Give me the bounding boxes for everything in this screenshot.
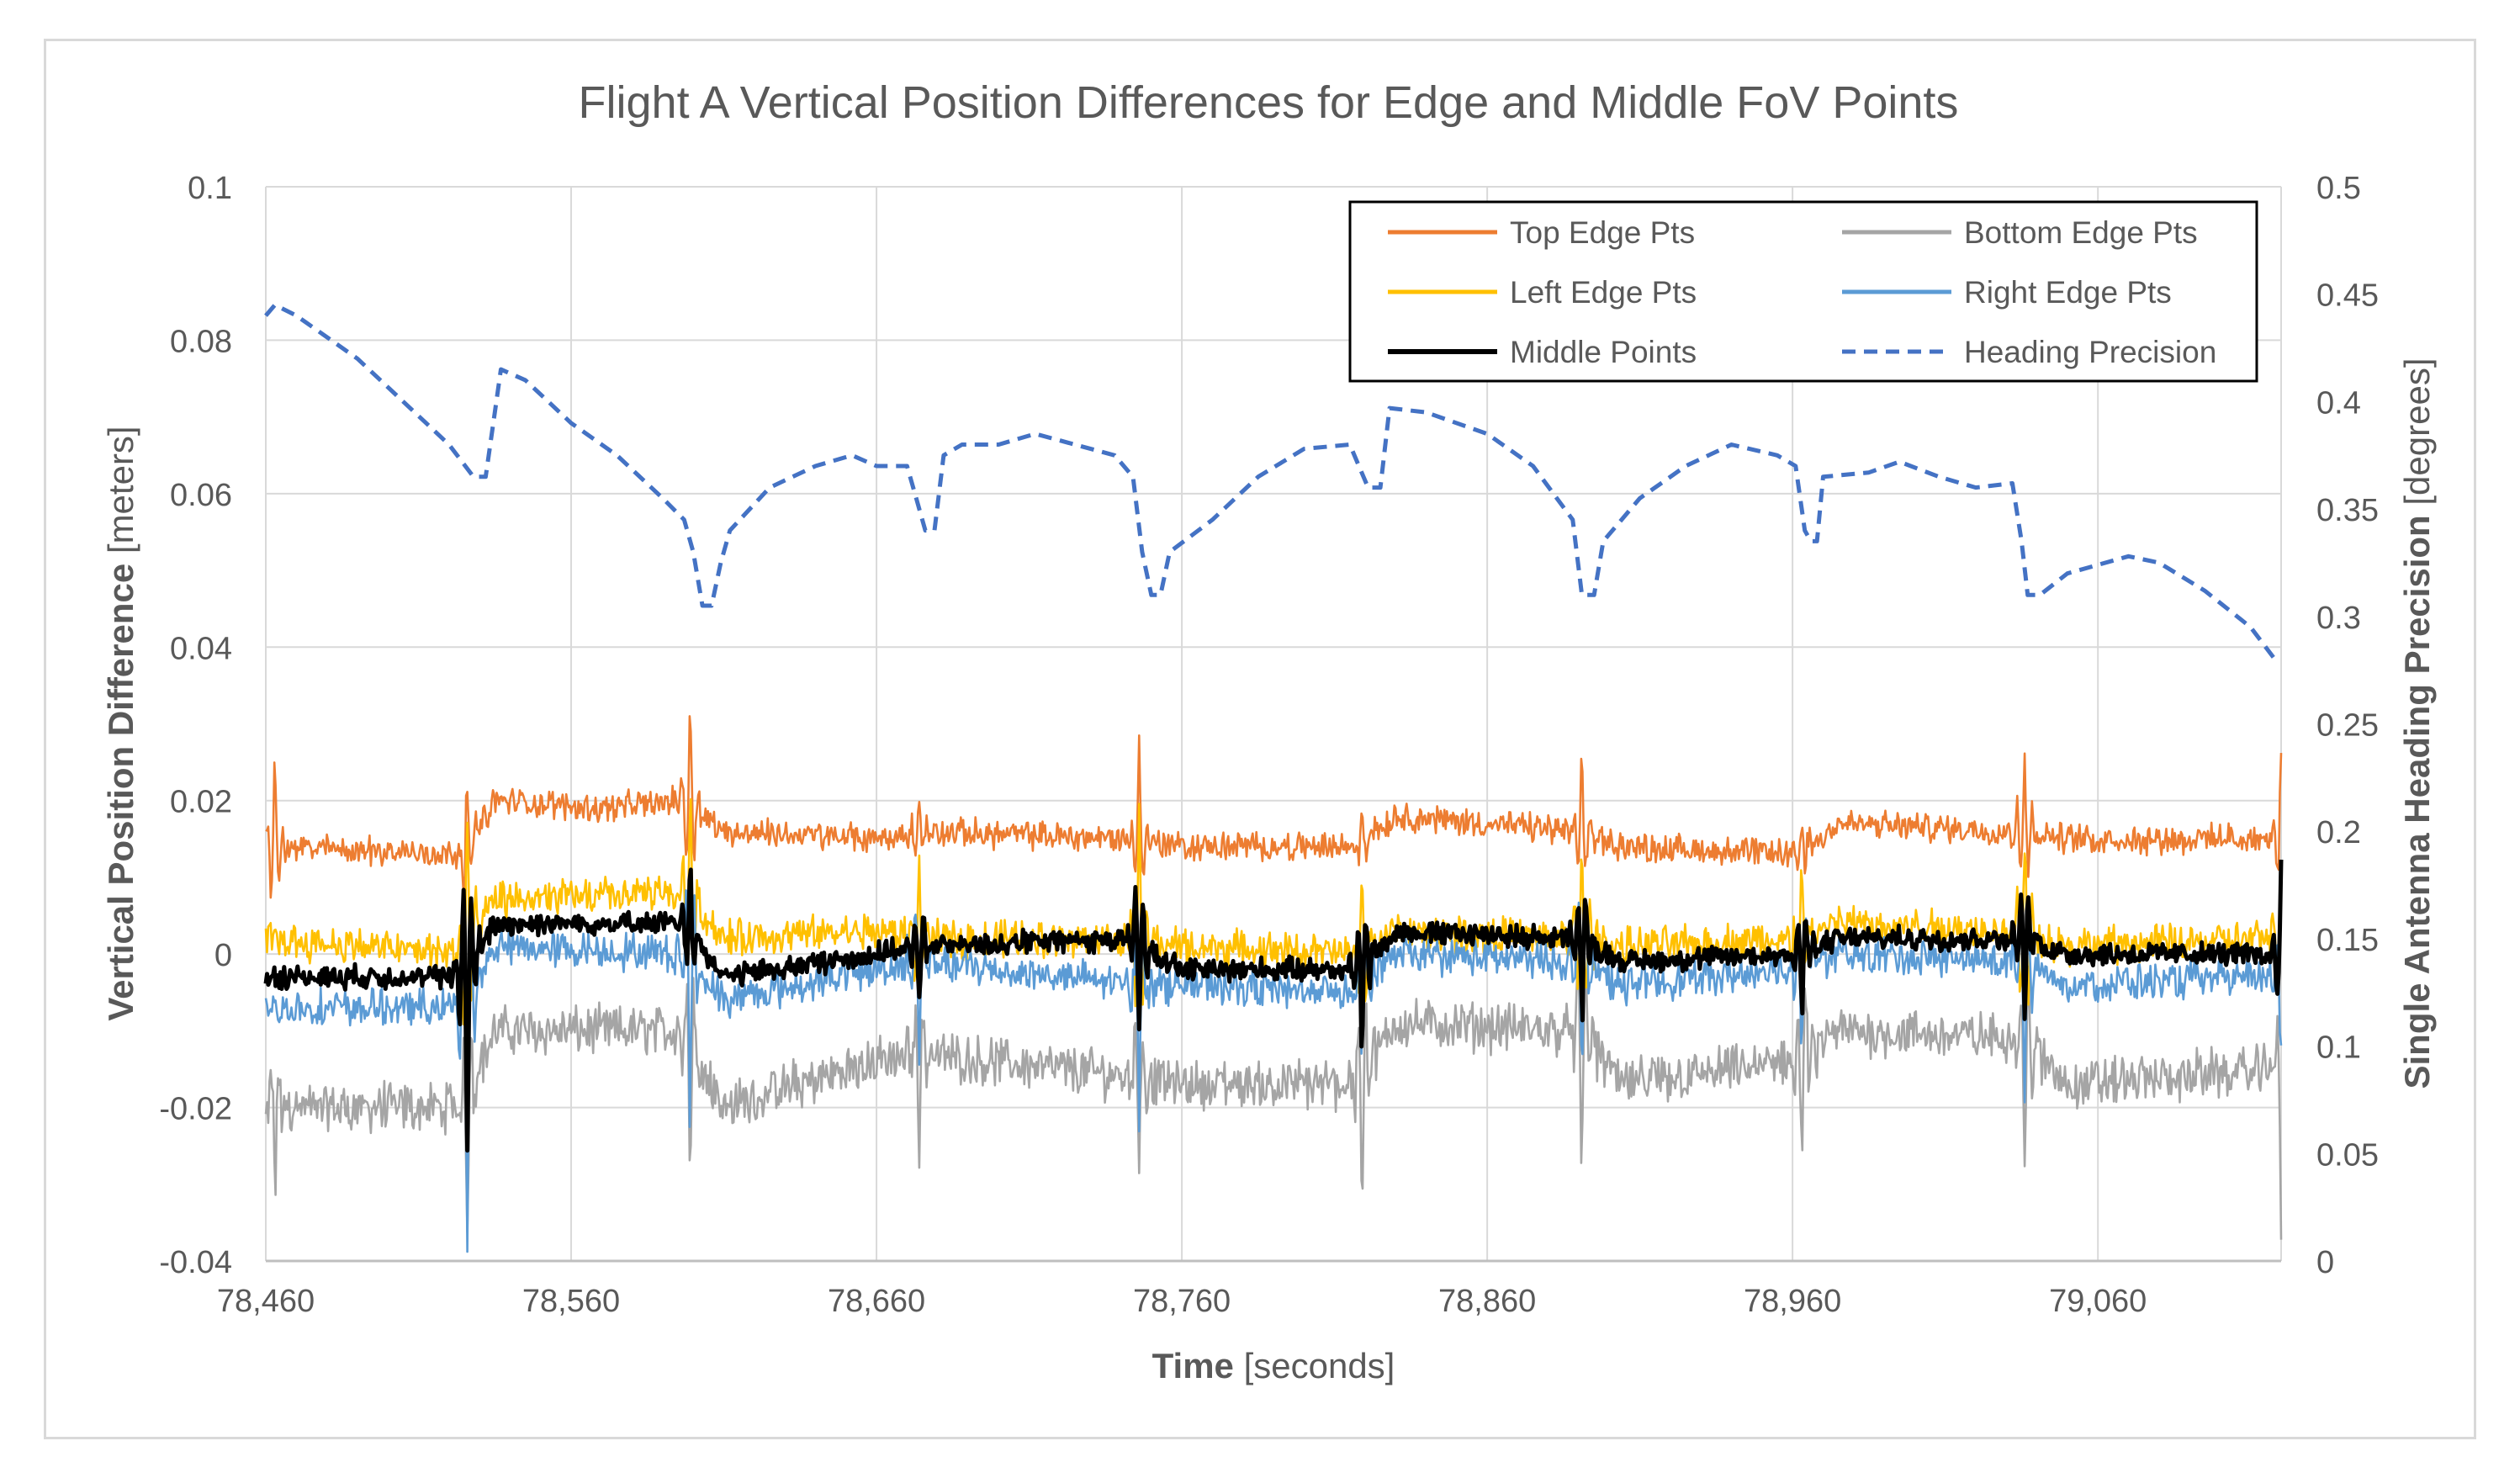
y2-axis-label-unit: [degrees] (2397, 358, 2437, 515)
y-tick-label: -0.04 (159, 1245, 232, 1280)
legend-label: Right Edge Pts (1964, 275, 2172, 310)
series-middle-points (263, 859, 2284, 1153)
x-tick-label: 78,760 (1133, 1284, 1231, 1319)
y2-tick-label: 0.15 (2316, 923, 2379, 958)
x-axis-label: Time [seconds] (1152, 1346, 1395, 1385)
y2-tick-label: 0.3 (2316, 601, 2361, 636)
legend[interactable]: Top Edge Pts Bottom Edge Pts Left Edge Pts… (1348, 200, 2258, 383)
y2-axis-ticks: 0 0.05 0.1 0.15 0.2 0.25 0.3 0.35 0.4 0.45 0.5 (2316, 171, 2379, 1280)
legend-label: Bottom Edge Pts (1964, 215, 2198, 250)
y-tick-label: 0 (214, 938, 232, 973)
y-tick-label: 0.02 (170, 785, 232, 820)
y2-tick-label: 0.35 (2316, 493, 2379, 528)
y2-tick-label: 0.45 (2316, 278, 2379, 314)
legend-box (1348, 200, 2258, 383)
y-tick-label: 0.08 (170, 324, 232, 359)
y-axis-label-unit: [meters] (101, 426, 140, 563)
x-tick-label: 78,460 (217, 1284, 315, 1319)
series-bottom-edge-pts (264, 960, 2283, 1240)
y2-tick-label: 0 (2316, 1245, 2334, 1280)
y2-tick-label: 0.1 (2316, 1030, 2361, 1066)
x-tick-label: 78,560 (522, 1284, 620, 1319)
x-tick-label: 79,060 (2049, 1284, 2147, 1319)
legend-items: Top Edge Pts Bottom Edge Pts Left Edge Pts… (1388, 215, 2216, 369)
y-tick-label: -0.02 (159, 1092, 232, 1127)
x-tick-label: 78,960 (1744, 1284, 1841, 1319)
x-axis-ticks: 78,460 78,560 78,660 78,760 78,860 78,960 79,0… (217, 1284, 2147, 1319)
x-tick-label: 78,860 (1438, 1284, 1536, 1319)
y-tick-label: 0.04 (170, 631, 232, 666)
x-axis-label-bold: Time (1152, 1346, 1234, 1385)
series-top-edge-pts (265, 715, 2283, 899)
y-tick-label: 0.1 (188, 171, 232, 206)
y2-tick-label: 0.2 (2316, 815, 2361, 850)
y2-tick-label: 0.4 (2316, 385, 2361, 421)
y-axis-ticks: -0.04 -0.02 0 0.02 0.04 0.06 0.08 0.1 (159, 171, 232, 1280)
chart-title: Flight A Vertical Position Differences f… (579, 77, 1959, 128)
y-tick-label: 0.06 (170, 478, 232, 513)
legend-label: Heading Precision (1964, 335, 2216, 369)
y2-tick-label: 0.05 (2316, 1137, 2379, 1173)
y2-tick-label: 0.25 (2316, 708, 2379, 744)
x-axis-label-unit: [seconds] (1234, 1346, 1395, 1385)
y2-tick-label: 0.5 (2316, 171, 2361, 206)
legend-label: Top Edge Pts (1510, 215, 1695, 250)
y-axis-label: Vertical Position Difference [meters] (101, 426, 140, 1020)
series-lines (263, 303, 2284, 1253)
legend-label: Left Edge Pts (1510, 275, 1697, 310)
legend-label: Middle Points (1510, 335, 1697, 369)
y-axis-label-bold: Vertical Position Difference (101, 564, 140, 1021)
x-tick-label: 78,660 (828, 1284, 925, 1319)
y2-axis-label: Single Antenna Heading Precision [degree… (2397, 358, 2437, 1089)
y2-axis-label-bold: Single Antenna Heading Precision (2397, 515, 2437, 1089)
